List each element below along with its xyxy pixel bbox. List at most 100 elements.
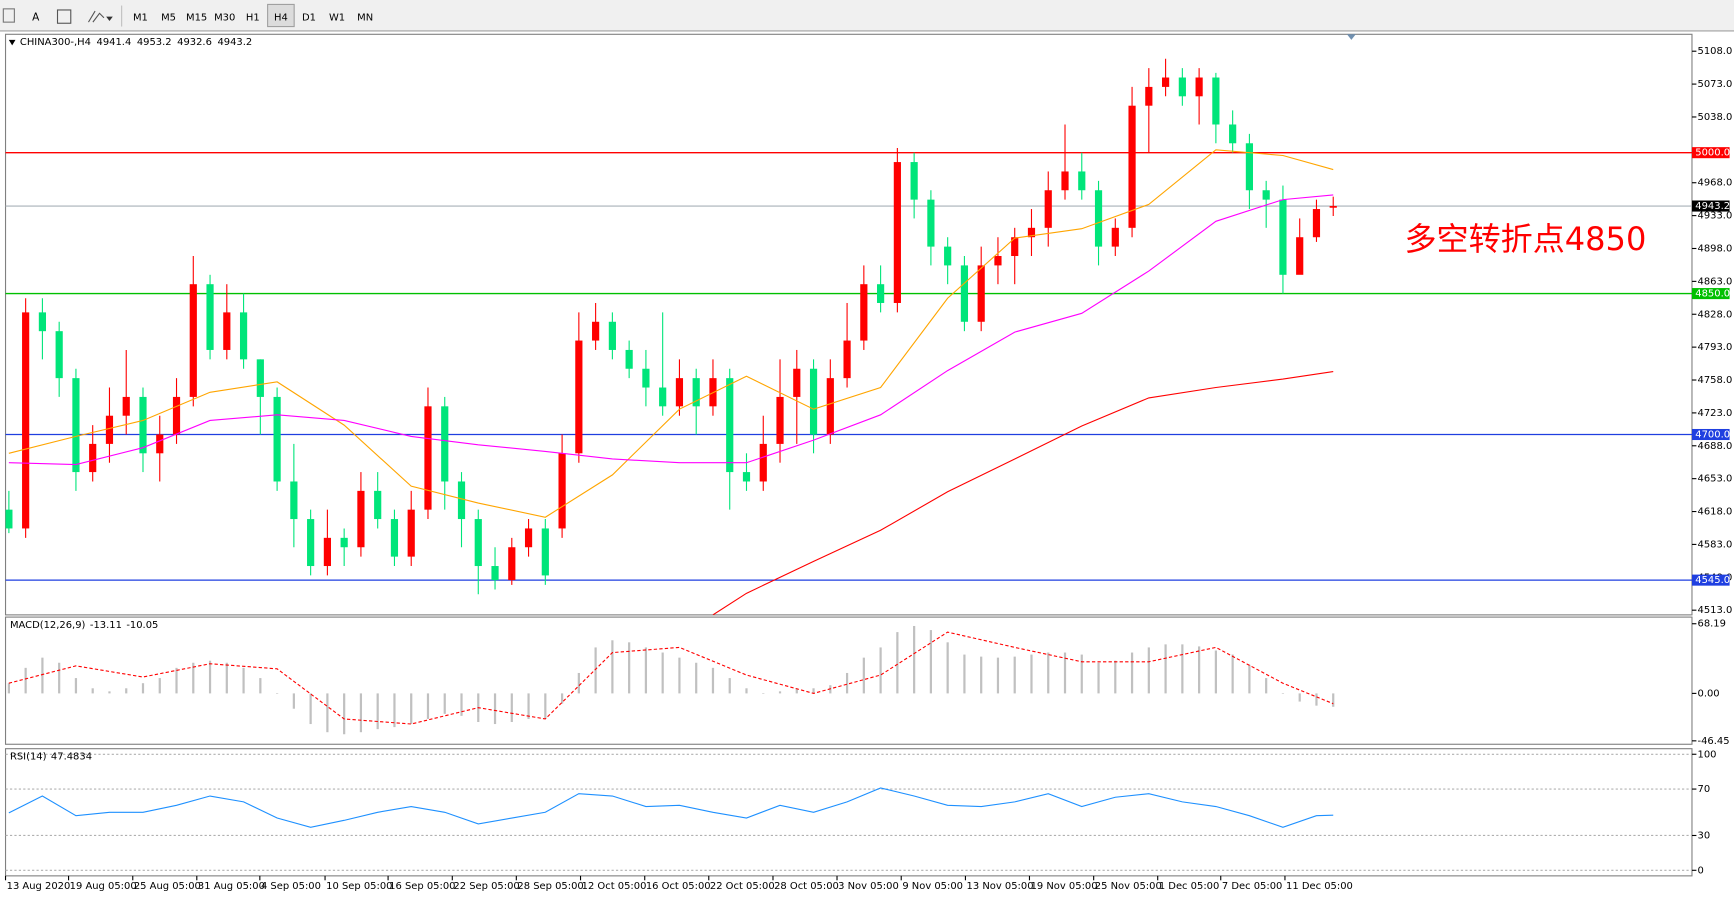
- candle-body: [139, 396, 147, 454]
- x-tick-label: 28 Sep 05:00: [517, 881, 583, 892]
- x-tick-label: 25 Nov 05:00: [1095, 881, 1162, 892]
- candle-body: [424, 406, 432, 510]
- histogram-bar: [1298, 693, 1301, 702]
- histogram-bar: [1013, 656, 1016, 694]
- histogram-bar: [745, 688, 748, 694]
- x-tick-label: 19 Aug 05:00: [70, 881, 137, 892]
- y-tick-label: 5108.0: [1698, 46, 1733, 57]
- header-ohlc: 4941.4: [97, 37, 132, 48]
- candle-body: [592, 321, 600, 341]
- timeframe-button[interactable]: H1: [246, 13, 260, 24]
- moving-average: [8, 149, 1334, 518]
- candle-body: [659, 387, 667, 407]
- histogram-bar: [527, 693, 530, 719]
- histogram-bar: [611, 640, 614, 694]
- x-tick-label: 11 Dec 05:00: [1286, 881, 1353, 892]
- histogram-bar: [778, 691, 782, 694]
- chart-header: CHINA300-,H4 4941.4 4953.2 4932.6 4943.2: [20, 37, 252, 48]
- y-tick-label: 4968.0: [1698, 178, 1733, 189]
- candle-body: [1329, 206, 1337, 208]
- tool-label[interactable]: [56, 9, 72, 24]
- candle-body: [860, 284, 868, 341]
- candle-body: [1279, 199, 1287, 275]
- y-tick-label: 4933.0: [1698, 211, 1733, 222]
- histogram-bar: [1063, 652, 1067, 694]
- histogram-bar: [493, 693, 497, 725]
- histogram-bar: [1332, 693, 1335, 707]
- tool-text-icon[interactable]: A: [32, 12, 40, 24]
- candle-body: [625, 349, 633, 369]
- timeframe-button[interactable]: H4: [274, 13, 288, 24]
- tool-dropdown[interactable]: [106, 16, 113, 22]
- timeframe-button[interactable]: M30: [214, 13, 235, 24]
- indicator-header: RSI(14) 47.4834: [10, 751, 92, 762]
- rsi-panel: [4, 748, 1693, 877]
- candle-body: [1111, 227, 1119, 247]
- histogram-bar: [359, 693, 363, 733]
- histogram-bar: [259, 678, 262, 694]
- candle-body: [340, 537, 348, 548]
- histogram-bar: [711, 667, 715, 694]
- header-ohlc: 4943.2: [217, 37, 252, 48]
- histogram-bar: [1265, 678, 1268, 694]
- drawing-tools: A: [2, 5, 123, 27]
- histogram-bar: [426, 693, 430, 719]
- x-tick-label: 16 Sep 05:00: [389, 881, 455, 892]
- histogram-bar: [326, 693, 329, 733]
- candle-body: [1262, 190, 1270, 200]
- timeframe-button[interactable]: M1: [133, 13, 148, 24]
- candle-body: [156, 434, 164, 454]
- histogram-bar: [1198, 646, 1201, 694]
- collapse-icon[interactable]: [8, 39, 16, 46]
- histogram-bar: [1147, 647, 1150, 694]
- histogram-bar: [644, 647, 648, 694]
- x-tick-label: 10 Sep 05:00: [326, 881, 392, 892]
- histogram-bar: [795, 688, 798, 694]
- candle-body: [524, 528, 533, 548]
- histogram-bar: [41, 657, 44, 694]
- candle-body: [72, 378, 80, 473]
- moving-average: [712, 371, 1334, 615]
- candle-body: [759, 443, 767, 482]
- histogram-bar: [577, 672, 580, 694]
- indicator-header: MACD(12,26,9) -13.11 -10.05: [10, 620, 158, 631]
- timeframe-button[interactable]: M15: [186, 13, 207, 24]
- histogram-bar: [996, 657, 1000, 694]
- histogram-bar: [24, 667, 27, 694]
- candle-body: [256, 359, 264, 397]
- histogram-bar: [862, 657, 865, 694]
- candle-body: [206, 284, 214, 350]
- candle-body: [223, 312, 231, 350]
- timeframe-active-bg: [267, 3, 295, 28]
- indicator-name: MACD(12,26,9): [10, 620, 86, 631]
- histogram-bar: [460, 693, 463, 716]
- timeframe-button[interactable]: D1: [302, 13, 316, 24]
- histogram-bar: [1281, 693, 1285, 694]
- candle-body: [491, 566, 499, 581]
- tool-cursor[interactable]: [2, 8, 15, 23]
- histogram-bar: [275, 693, 279, 694]
- candle-body: [977, 265, 985, 322]
- candle-body: [642, 368, 650, 388]
- y-tick-label: 4688.0: [1698, 441, 1733, 452]
- histogram-bar: [1047, 652, 1050, 694]
- timeframe-button[interactable]: MN: [357, 13, 373, 24]
- candle-body: [994, 256, 1002, 266]
- candle-body: [1128, 105, 1136, 228]
- y-tick-label: 0: [1698, 865, 1704, 876]
- timeframe-button[interactable]: M5: [161, 13, 176, 24]
- histogram-bar: [879, 647, 882, 694]
- x-tick-label: 28 Oct 05:00: [774, 881, 839, 892]
- candle-body: [374, 490, 382, 520]
- x-tick-label: 22 Sep 05:00: [453, 881, 519, 892]
- histogram-bar: [141, 683, 145, 694]
- tool-arrows[interactable]: [87, 10, 105, 23]
- candle-body: [390, 519, 399, 557]
- main-panel: [4, 33, 1693, 616]
- timeframe-button[interactable]: W1: [329, 13, 345, 24]
- candle-body: [1145, 86, 1153, 106]
- histogram-bar: [1315, 693, 1318, 706]
- histogram-bar: [963, 654, 966, 694]
- histogram-bar: [1214, 650, 1217, 694]
